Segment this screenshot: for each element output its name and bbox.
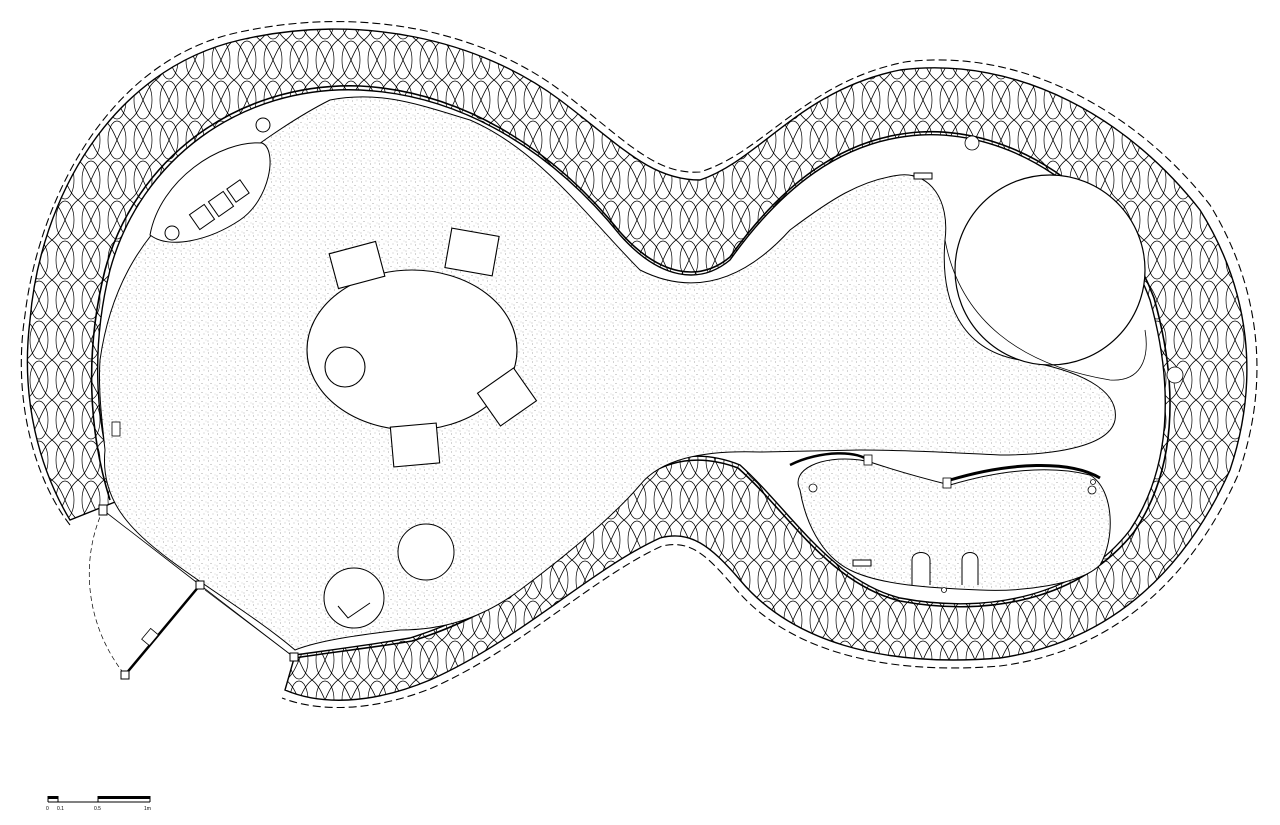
scalloped-outer-edge <box>20 21 1258 709</box>
stool <box>324 346 366 388</box>
kitchen-counter <box>149 117 271 243</box>
scale-label-1: 0.1 <box>57 806 64 812</box>
scale-label-0: 0 <box>46 806 49 812</box>
vent-icon <box>942 477 952 489</box>
scale-label-3: 1m <box>144 806 151 812</box>
scale-label-2: 0.5 <box>94 806 101 812</box>
vent-icon <box>111 421 121 437</box>
stove-icon <box>226 179 250 203</box>
vent-icon <box>863 454 873 466</box>
vent-grille-icon <box>913 172 933 180</box>
round-bed <box>944 135 1184 384</box>
lounge-stools <box>323 523 455 629</box>
wall-details <box>111 421 1097 593</box>
bathroom-area <box>789 172 1111 591</box>
chair <box>444 227 500 277</box>
vent-grille-icon <box>852 559 872 567</box>
dining-table <box>306 227 538 468</box>
sink-icon <box>207 190 235 218</box>
chair <box>389 422 441 468</box>
chair <box>328 240 386 290</box>
chair <box>476 367 538 427</box>
sink-icon <box>188 203 216 231</box>
scale-bar: 0 0.1 0.5 1m <box>46 796 151 812</box>
entrance-door <box>89 504 299 680</box>
